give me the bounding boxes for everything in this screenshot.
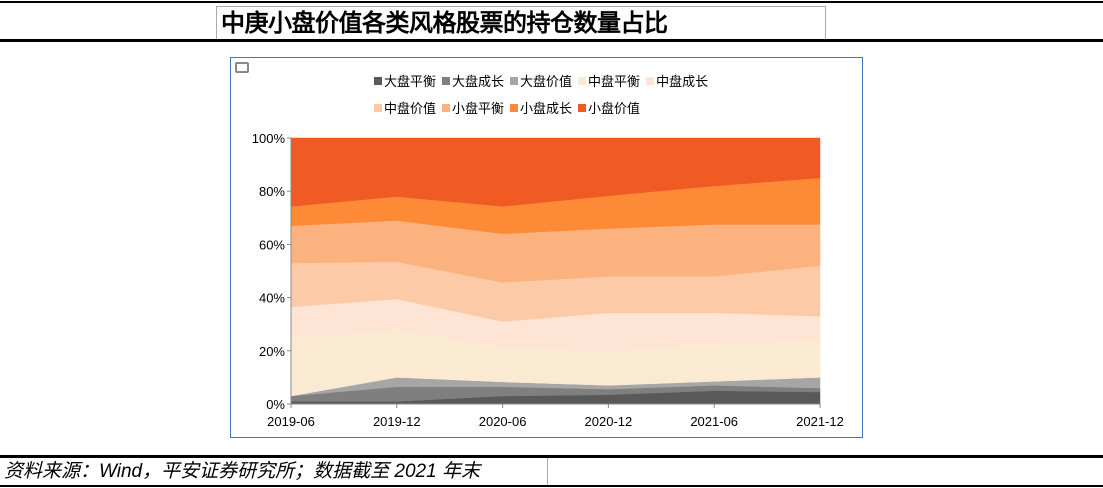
x-tick-label: 2021-06 — [690, 414, 738, 429]
y-tick-label: 100% — [252, 131, 286, 146]
legend-item: 小盘成长 — [510, 98, 572, 117]
y-tick-label: 20% — [259, 344, 285, 359]
chart-container: 大盘平衡 大盘成长 大盘价值 中盘平衡 中盘成长 中盘价值 小盘平衡 小盘成长 小盘价值 0%… — [230, 57, 863, 438]
legend-swatch — [374, 76, 382, 85]
y-tick-label: 60% — [259, 237, 285, 252]
legend-row-1: 大盘平衡 大盘成长 大盘价值 中盘平衡 中盘成长 — [374, 71, 708, 90]
legend-swatch — [578, 76, 587, 85]
legend-label: 中盘成长 — [656, 74, 709, 89]
legend-item: 大盘价值 — [510, 71, 572, 90]
source-rule-bottom — [0, 485, 1103, 487]
y-tick-label: 0% — [266, 397, 285, 412]
source-note: 资料来源：Wind，平安证券研究所；数据截至 2021 年末 — [0, 458, 548, 485]
legend-label: 小盘价值 — [588, 101, 641, 116]
legend-swatch — [578, 103, 587, 112]
page-title: 中庚小盘价值各类风格股票的持仓数量占比 — [216, 6, 826, 39]
image-icon — [235, 62, 249, 73]
legend-item: 中盘成长 — [646, 71, 708, 90]
legend-label: 大盘成长 — [452, 74, 505, 89]
legend-label: 中盘价值 — [384, 101, 437, 116]
legend-row-2: 中盘价值 小盘平衡 小盘成长 小盘价值 — [374, 98, 640, 117]
legend-label: 大盘价值 — [520, 74, 573, 89]
legend-swatch — [510, 103, 519, 112]
legend-label: 小盘成长 — [520, 101, 573, 116]
x-tick-label: 2019-06 — [267, 414, 315, 429]
legend-item: 大盘平衡 — [374, 71, 436, 90]
legend-item: 小盘平衡 — [442, 98, 504, 117]
legend-item: 大盘成长 — [442, 71, 504, 90]
legend-swatch — [442, 103, 451, 112]
x-tick-label: 2020-06 — [479, 414, 527, 429]
legend-swatch — [646, 76, 655, 85]
legend-swatch — [510, 76, 519, 85]
title-rule — [0, 39, 1103, 42]
stacked-area-chart: 0% 20% 40% 60% 80% 100% 2019-06 2019-12 2020-06 2… — [252, 131, 844, 429]
legend-item: 中盘平衡 — [578, 71, 640, 90]
top-rule — [0, 1, 1103, 3]
x-tick-label: 2020-12 — [585, 414, 633, 429]
legend-label: 大盘平衡 — [384, 74, 437, 89]
y-tick-label: 40% — [259, 291, 285, 306]
legend-item: 中盘价值 — [374, 98, 436, 117]
legend-item: 小盘价值 — [578, 98, 640, 117]
x-tick-label: 2019-12 — [373, 414, 421, 429]
y-tick-label: 80% — [259, 184, 285, 199]
area-series-8 — [290, 137, 821, 207]
legend-label: 中盘平衡 — [588, 74, 641, 89]
x-tick-label: 2021-12 — [796, 414, 844, 429]
legend-label: 小盘平衡 — [452, 101, 505, 116]
source-rule-top — [0, 455, 1103, 458]
legend-swatch — [442, 76, 451, 85]
legend-swatch — [374, 103, 382, 112]
